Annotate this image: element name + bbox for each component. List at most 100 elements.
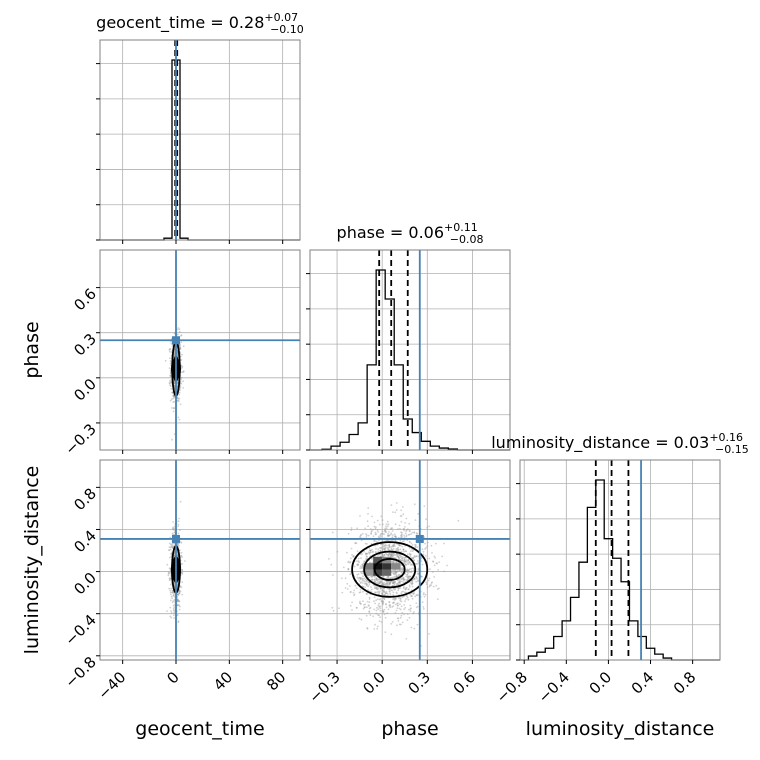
scatter-point [168,567,171,570]
scatter-point [351,609,353,611]
scatter-point [362,586,365,588]
scatter-point [397,554,400,556]
scatter-point [365,553,367,556]
scatter-point [395,574,398,577]
scatter-point [376,579,379,582]
scatter-point [386,547,389,549]
scatter-point [170,380,173,383]
scatter-point [406,578,408,581]
scatter-point [382,600,385,603]
scatter-point [380,599,383,602]
scatter-point [394,582,396,584]
scatter-point [349,561,351,564]
scatter-point [376,588,378,590]
density-cell [364,569,374,576]
scatter-point [356,550,359,552]
scatter-point [378,582,381,584]
scatter-point [380,546,383,549]
scatter-point [170,387,173,390]
scatter-point [407,558,410,561]
scatter-point [393,581,395,584]
scatter-point [388,544,391,547]
scatter-point [172,607,175,610]
scatter-point [358,580,361,582]
scatter-point [365,583,368,586]
scatter-point [172,395,175,397]
scatter-point [181,366,184,368]
scatter-point [177,603,180,606]
scatter-point [401,591,403,593]
scatter-point [398,553,401,556]
scatter-point [352,591,355,594]
scatter-point [396,553,398,556]
scatter-point [170,342,173,345]
scatter-point [178,391,181,394]
scatter-point [420,575,423,578]
scatter-point [408,577,410,580]
scatter-point [392,582,394,585]
scatter-point [405,570,408,572]
scatter-point [357,557,360,560]
scatter-point [410,626,413,629]
scatter-point [396,549,399,552]
scatter-point [397,556,400,559]
scatter-point [178,393,181,396]
title-minus: −0.10 [270,23,304,36]
scatter-point [379,616,381,619]
scatter-point [362,572,365,575]
scatter-point [366,593,368,596]
scatter-point [382,597,385,600]
scatter-point [401,536,403,538]
scatter-point [181,353,183,356]
scatter-point [396,553,399,555]
scatter-point [383,554,385,557]
scatter-point [371,561,374,564]
scatter-point [403,608,405,611]
scatter-point [169,357,171,360]
scatter-point [173,617,176,619]
scatter-point [378,578,380,581]
title-main: luminosity_distance = 0.03 [491,433,709,453]
scatter-point [178,590,181,593]
y-tick-label: 0.8 [70,485,100,515]
scatter-point [403,604,406,606]
scatter-point [411,585,414,588]
scatter-point [415,580,417,583]
scatter-point [408,552,411,555]
scatter-point [359,534,362,537]
scatter-point [168,572,171,574]
scatter-point [373,525,376,528]
scatter-point [381,530,384,533]
scatter-point [176,354,179,357]
scatter-point [169,568,172,570]
scatter-point [377,608,380,611]
scatter-point [381,589,384,592]
scatter-point [407,559,409,562]
density-cell [391,563,401,570]
scatter-point [413,627,416,630]
scatter-point [410,595,412,597]
scatter-point [376,591,379,594]
scatter-point [354,542,357,545]
scatter-point [403,561,406,563]
scatter-point [173,612,175,615]
scatter-point [171,597,174,600]
scatter-point [373,579,376,582]
title-main: geocent_time = 0.28 [96,13,264,33]
scatter-point [393,599,396,601]
scatter-point [394,545,396,547]
scatter-point [383,548,385,550]
scatter-point [404,522,406,524]
scatter-point [374,551,377,553]
scatter-point [396,604,399,607]
scatter-point [409,561,411,564]
scatter-point [378,580,380,583]
scatter-point [394,523,397,526]
scatter-point [398,574,401,576]
scatter-point [385,552,387,555]
scatter-point [410,568,413,570]
scatter-point [178,344,181,347]
x-tick-label: 0.0 [586,668,616,698]
scatter-point [180,571,183,574]
